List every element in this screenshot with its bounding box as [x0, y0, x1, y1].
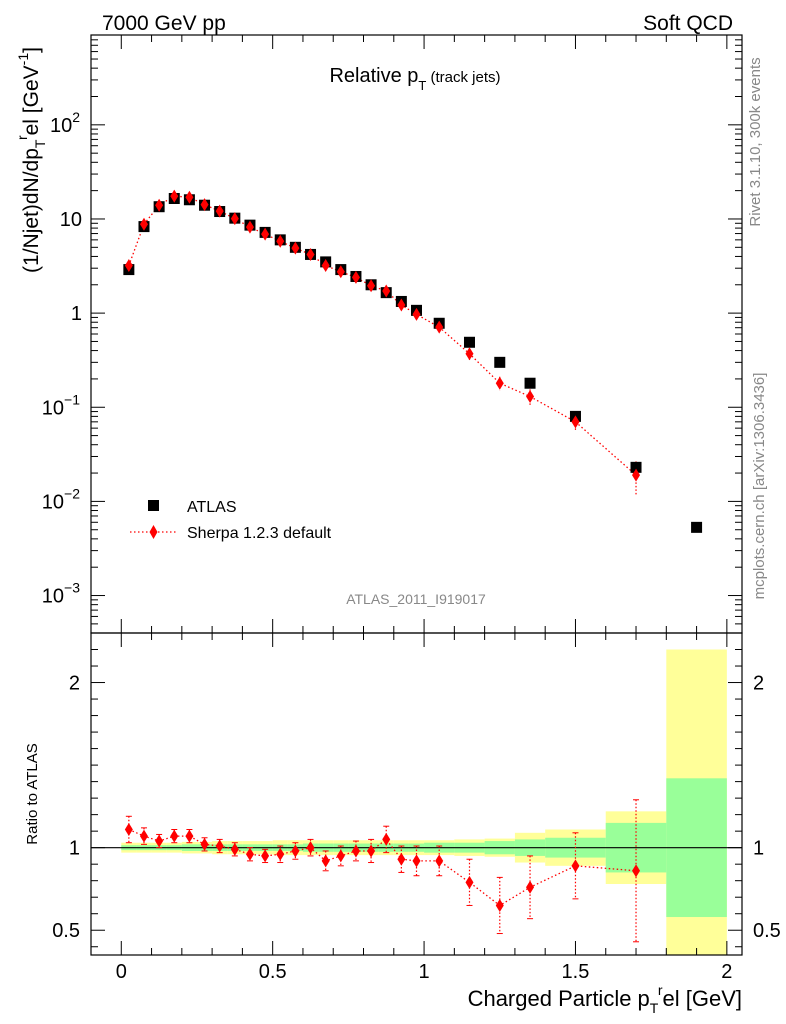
sherpa-point: [139, 217, 148, 231]
atlas-point: [691, 521, 703, 533]
sherpa-point: [526, 390, 535, 404]
ratio-sherpa-point: [276, 847, 285, 861]
sherpa-point: [230, 212, 239, 226]
plot-title: Relative pT (track jets): [329, 65, 500, 93]
ratio-sherpa-point: [291, 844, 300, 858]
y-tick-label: 102: [50, 109, 80, 137]
ratio-sherpa-point: [124, 823, 133, 837]
sherpa-point: [397, 298, 406, 312]
ratio-sherpa-point: [261, 849, 270, 863]
legend: ATLAS Sherpa 1.2.3 default: [130, 499, 332, 542]
main-series-layer: [123, 189, 703, 533]
legend-atlas-marker: [148, 500, 159, 511]
ratio-sherpa-point: [571, 859, 580, 873]
sherpa-point: [291, 241, 300, 255]
sherpa-point: [382, 284, 391, 298]
ratio-sherpa-point: [367, 844, 376, 858]
atlas-point: [494, 356, 506, 368]
sherpa-line: [128, 195, 637, 476]
sherpa-point: [215, 204, 224, 218]
sherpa-point: [306, 247, 315, 261]
analysis-id: ATLAS_2011_I919017: [346, 591, 486, 607]
ratio-sherpa-point: [495, 898, 504, 912]
main-panel: 102 10 1 10−1 10−2 10−3 Relative pT (track je…: [14, 34, 743, 634]
x-tick-label: 1: [419, 961, 430, 983]
header-left: 7000 GeV pp: [102, 12, 226, 35]
atlas-point: [524, 377, 536, 389]
sherpa-point: [367, 279, 376, 293]
y-tick-label: 10−1: [42, 391, 80, 419]
ratio-sherpa-point: [336, 849, 345, 863]
ratio-y-tick-label-left: 0.5: [52, 920, 80, 942]
header-right: Soft QCD: [643, 12, 733, 35]
main-y-label: (1/Njet)dN/dpTrel [GeV-1]: [14, 47, 48, 273]
x-tick-label: 2: [721, 961, 732, 983]
sherpa-point: [245, 220, 254, 234]
sherpa-point: [495, 376, 504, 390]
ratio-sherpa-point: [155, 834, 164, 848]
ratio-sherpa-point: [230, 842, 239, 856]
ratio-sherpa-point: [306, 841, 315, 855]
sherpa-point: [276, 234, 285, 248]
sherpa-point: [155, 198, 164, 212]
ratio-sherpa-point: [200, 837, 209, 851]
ratio-sherpa-point: [351, 844, 360, 858]
ratio-sherpa-point: [435, 854, 444, 868]
legend-sherpa-marker: [149, 525, 158, 539]
atlas-point: [630, 461, 642, 473]
ratio-sherpa-point: [632, 864, 641, 878]
sherpa-point: [435, 320, 444, 334]
ratio-sherpa-point: [215, 839, 224, 853]
sherpa-point: [170, 189, 179, 203]
ratio-axis-ticks: 0.5 0.5 1 1 2 2 0 0.5 1 1.5 2: [52, 633, 781, 983]
x-tick-label: 1.5: [562, 961, 590, 983]
sherpa-point: [124, 259, 133, 273]
ratio-y-tick-label-left: 1: [69, 838, 80, 860]
y-tick-label: 1: [71, 303, 82, 325]
ratio-sherpa-point: [412, 854, 421, 868]
main-frame: [90, 34, 743, 634]
ratio-frame: [90, 632, 743, 956]
x-axis-label: Charged Particle pTrel [GeV]: [468, 982, 742, 1016]
mcplots-label: mcplots.cern.ch [arXiv:1306.3436]: [751, 373, 768, 600]
ratio-sherpa-line: [128, 828, 637, 907]
ratio-panel: 0.5 0.5 1 1 2 2 0 0.5 1 1.5 2 Ratio to ATLAS Charg…: [24, 632, 781, 1016]
x-tick-label: 0: [116, 961, 127, 983]
sherpa-point: [185, 190, 194, 204]
x-tick-label: 0.5: [259, 961, 287, 983]
ratio-y-tick-label-right: 1: [753, 838, 764, 860]
ratio-sherpa-point: [245, 847, 254, 861]
sherpa-point: [632, 468, 641, 482]
ratio-y-tick-label-left: 2: [69, 673, 80, 695]
y-tick-label: 10: [60, 209, 82, 231]
main-axis-ticks: 102 10 1 10−1 10−2 10−3: [42, 34, 742, 634]
ratio-sherpa-point: [397, 852, 406, 866]
legend-atlas-label: ATLAS: [187, 499, 237, 516]
ratio-series-layer: [124, 799, 641, 943]
ratio-sherpa-point: [139, 829, 148, 843]
sherpa-point: [336, 265, 345, 279]
ratio-y-label: Ratio to ATLAS: [24, 743, 41, 844]
sherpa-point: [571, 415, 580, 429]
ratio-sherpa-point: [185, 829, 194, 843]
sherpa-point: [412, 307, 421, 321]
ratio-sherpa-point: [526, 880, 535, 894]
ratio-y-tick-label-right: 2: [753, 673, 764, 695]
ratio-y-tick-label-right: 0.5: [753, 920, 781, 942]
legend-sherpa-label: Sherpa 1.2.3 default: [187, 525, 332, 542]
y-tick-label: 10−2: [42, 485, 80, 513]
sherpa-point: [261, 227, 270, 241]
y-tick-label: 10−3: [42, 580, 80, 608]
atlas-point: [463, 336, 475, 348]
sherpa-point: [200, 198, 209, 212]
rivet-label: Rivet 3.1.10, 300k events: [747, 57, 764, 226]
sherpa-point: [465, 347, 474, 361]
ratio-sherpa-point: [170, 829, 179, 843]
sherpa-point: [321, 259, 330, 273]
sherpa-point: [351, 270, 360, 284]
ratio-sherpa-point: [382, 832, 391, 846]
ratio-sherpa-point: [321, 854, 330, 868]
ratio-sherpa-point: [465, 875, 474, 889]
